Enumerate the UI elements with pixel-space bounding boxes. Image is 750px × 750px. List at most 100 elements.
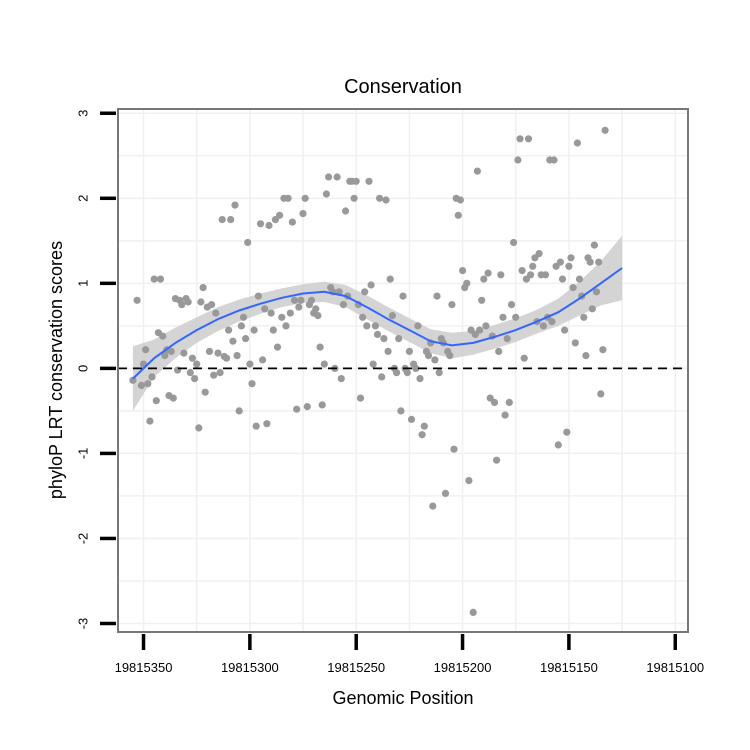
data-point — [384, 347, 392, 355]
data-point — [429, 502, 437, 510]
data-point — [342, 207, 350, 215]
data-point — [137, 381, 145, 389]
data-point — [333, 173, 341, 181]
data-point — [548, 318, 556, 326]
smooth-fit-line — [132, 267, 623, 380]
data-point — [580, 313, 588, 321]
data-point — [142, 346, 150, 354]
y-tick-label: 2 — [75, 195, 90, 202]
chart-title: Conservation — [344, 76, 462, 98]
y-tick-label: -3 — [75, 618, 90, 630]
x-tick-label: 19815250 — [327, 660, 385, 675]
data-point — [407, 415, 416, 423]
data-point — [450, 445, 458, 453]
x-tick-label: 19815300 — [221, 660, 279, 675]
data-point — [254, 292, 262, 300]
data-point — [188, 354, 196, 362]
data-point — [267, 309, 275, 317]
data-point — [307, 296, 316, 304]
data-point — [397, 407, 405, 415]
data-point — [382, 196, 390, 204]
data-point — [225, 326, 233, 334]
data-point — [476, 326, 484, 334]
data-point — [431, 356, 439, 364]
data-point — [235, 407, 243, 415]
data-point — [369, 360, 377, 368]
data-point — [395, 335, 403, 343]
data-point — [595, 258, 603, 266]
data-point — [388, 312, 396, 320]
data-point — [484, 269, 492, 277]
data-point — [284, 194, 292, 202]
data-point — [403, 369, 411, 377]
data-point — [208, 301, 216, 309]
x-tick-label: 19815150 — [540, 660, 598, 675]
data-point — [399, 292, 407, 300]
data-point — [495, 347, 503, 355]
data-point — [282, 322, 290, 330]
data-point — [541, 271, 550, 279]
data-point — [482, 322, 490, 330]
data-point — [339, 301, 347, 309]
data-point — [159, 332, 167, 340]
data-point — [356, 394, 365, 402]
data-point — [588, 305, 596, 313]
data-point — [478, 296, 486, 304]
data-point — [446, 352, 454, 360]
data-point — [276, 211, 284, 219]
data-point — [239, 313, 248, 321]
data-point — [503, 335, 511, 343]
data-point — [567, 254, 575, 262]
data-point — [337, 375, 345, 383]
data-point — [435, 369, 443, 377]
data-point — [352, 177, 360, 185]
data-point — [414, 322, 422, 330]
data-point — [303, 403, 311, 411]
data-point — [150, 275, 158, 283]
data-point — [299, 210, 307, 218]
data-point — [197, 298, 205, 306]
data-point — [424, 352, 433, 360]
data-point — [571, 339, 579, 347]
x-axis-title: Genomic Position — [332, 688, 473, 708]
data-point — [252, 422, 260, 430]
data-point — [246, 360, 254, 368]
data-point — [473, 167, 481, 175]
data-point — [218, 216, 226, 224]
y-tick-label: -1 — [75, 448, 90, 460]
data-point — [493, 456, 501, 464]
data-point — [512, 313, 520, 321]
data-point — [558, 275, 567, 283]
data-point — [456, 196, 464, 204]
data-point — [265, 221, 273, 230]
data-point — [152, 397, 160, 405]
data-point — [561, 326, 569, 334]
data-point — [465, 477, 473, 485]
data-point — [193, 360, 201, 368]
data-point — [184, 298, 192, 306]
data-point — [582, 352, 590, 360]
data-point — [169, 394, 177, 402]
data-point — [365, 177, 373, 185]
data-point — [191, 375, 199, 383]
data-point — [590, 241, 599, 249]
data-point — [148, 373, 156, 381]
data-point — [316, 343, 324, 351]
data-point — [261, 305, 269, 313]
data-point — [420, 422, 428, 430]
data-point — [199, 284, 207, 292]
data-point — [214, 349, 222, 357]
data-point — [201, 388, 209, 396]
data-point — [601, 126, 609, 134]
data-point — [178, 301, 186, 309]
data-point — [286, 309, 294, 317]
data-point — [227, 216, 235, 224]
data-point — [242, 335, 250, 343]
data-point — [529, 262, 537, 270]
data-point — [373, 330, 382, 338]
data-point — [376, 194, 384, 202]
data-point — [518, 267, 526, 275]
y-axis-title: phyloP LRT conservation scores — [46, 241, 66, 499]
